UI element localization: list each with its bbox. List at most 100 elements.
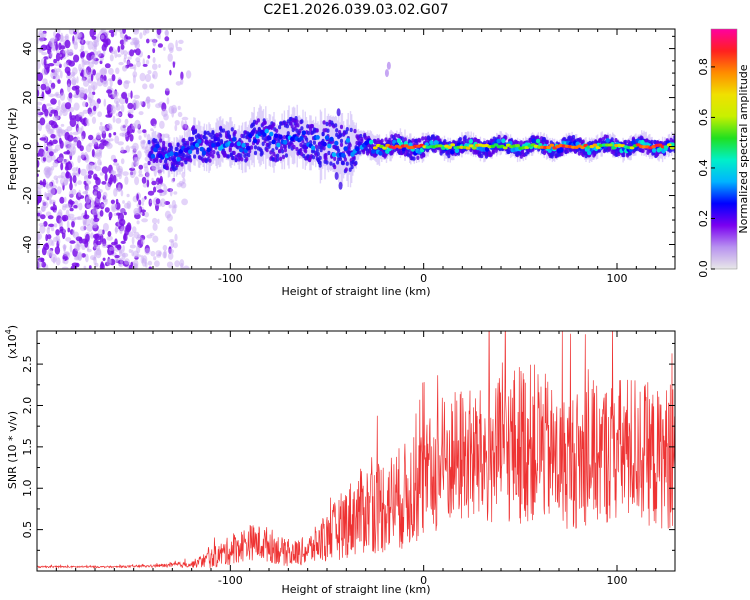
noise-blob [143, 162, 148, 169]
noise-blob [181, 116, 189, 121]
noise-blob [104, 207, 110, 213]
trace-peak [663, 145, 669, 149]
noise-blob [38, 30, 43, 36]
noise-blob [62, 244, 67, 250]
noise-blob [131, 226, 137, 234]
trace-body [182, 138, 186, 143]
trace-body [271, 148, 275, 153]
noise-blob [91, 116, 97, 125]
noise-blob [128, 114, 134, 119]
noise-blob [99, 210, 104, 217]
noise-blob [81, 135, 84, 142]
trace-body [169, 145, 173, 150]
trace-body [283, 148, 287, 153]
trace-body [628, 150, 633, 156]
trace-core [368, 139, 374, 145]
trace-body [165, 165, 170, 171]
snr-frame [36, 330, 676, 572]
trace-core [171, 157, 177, 163]
noise-blob [117, 141, 124, 146]
noise-blob [129, 66, 135, 70]
noise-blob [115, 202, 121, 210]
noise-blob [122, 29, 126, 34]
trace-core [454, 148, 460, 154]
trace-body [338, 156, 343, 162]
noise-blob [80, 152, 85, 160]
noise-blob [57, 157, 64, 162]
y-tick-label: 0 [21, 143, 34, 150]
noise-blob [181, 198, 189, 206]
spectrogram-x-label: Height of straight line (km) [281, 285, 430, 298]
noise-blob [120, 124, 126, 132]
noise-blob [114, 203, 118, 209]
trace-peak [437, 144, 443, 148]
trace-core [357, 141, 362, 147]
noise-blob [150, 250, 156, 257]
noise-blob [121, 134, 129, 138]
trace-body [350, 164, 354, 170]
noise-blob [57, 79, 61, 84]
noise-blob [81, 253, 86, 258]
noise-blob [135, 48, 141, 56]
noise-blob [110, 106, 116, 115]
noise-blob [157, 189, 164, 193]
noise-blob [152, 217, 158, 224]
trace-body [263, 120, 267, 125]
noise-blob [175, 81, 182, 86]
noise-blob [81, 77, 86, 82]
trace-body [336, 160, 340, 165]
noise-blob [45, 124, 52, 130]
noise-blob [76, 127, 83, 134]
noise-blob [119, 39, 125, 45]
noise-blob [85, 180, 92, 185]
trace-body [345, 127, 349, 132]
trace-body [463, 135, 467, 140]
trace-core [327, 143, 332, 149]
trace-body [159, 138, 163, 143]
trace-peak [450, 143, 456, 147]
trace-body [199, 134, 203, 139]
noise-blob [130, 261, 134, 268]
noise-blob [67, 213, 75, 218]
noise-blob [53, 30, 56, 38]
noise-blob [155, 198, 161, 205]
noise-blob [99, 68, 106, 77]
noise-blob [171, 205, 177, 214]
noise-blob [140, 140, 145, 148]
trace-core [211, 143, 216, 148]
trace-body [300, 119, 304, 124]
noise-blob [71, 85, 78, 91]
noise-blob [119, 208, 126, 213]
noise-blob [145, 59, 150, 65]
noise-blob [104, 31, 109, 37]
trace-body [307, 130, 311, 136]
trace-body [253, 145, 258, 150]
y-tick-label: 1.5 [21, 438, 34, 456]
noise-blob [56, 186, 62, 195]
trace-body [280, 149, 285, 154]
noise-blob [75, 166, 79, 172]
y-tick-label: 1.0 [21, 479, 34, 497]
noise-blob [43, 243, 50, 251]
noise-blob [120, 240, 126, 244]
spectrogram-noise-region [37, 29, 192, 269]
noise-blob [124, 258, 130, 265]
trace-peak [608, 143, 613, 147]
noise-blob [89, 99, 96, 107]
noise-blob [102, 222, 109, 232]
noise-blob [165, 87, 170, 92]
trace-peak [372, 146, 378, 150]
noise-blob [138, 164, 144, 170]
noise-blob [145, 170, 150, 179]
noise-blob [123, 57, 127, 63]
noise-blob [87, 96, 91, 101]
noise-blob [120, 257, 123, 265]
trace-halo [386, 136, 389, 159]
noise-blob [123, 37, 127, 46]
noise-blob [92, 85, 96, 93]
trace-body [248, 138, 252, 143]
noise-blob [134, 176, 140, 186]
noise-blob [37, 212, 41, 217]
trace-body [245, 156, 249, 162]
